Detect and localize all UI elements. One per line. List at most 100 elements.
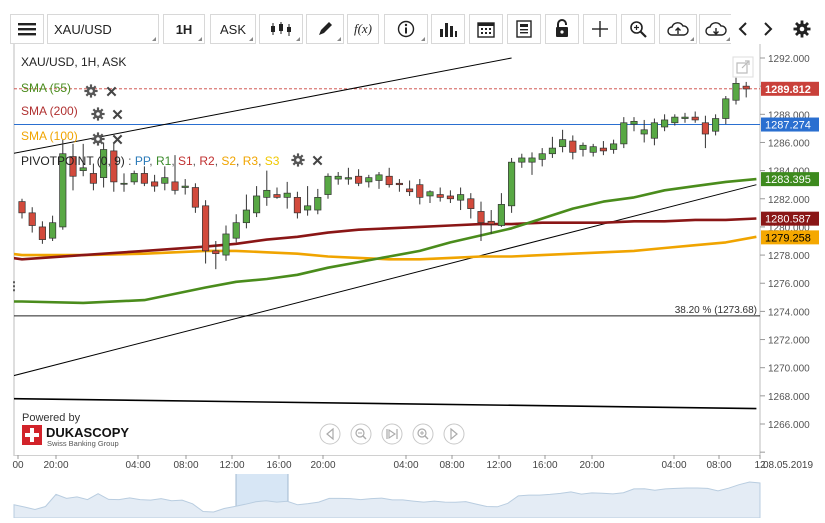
scroll-forward-button[interactable] [443, 423, 465, 445]
price-label-bg [761, 172, 819, 187]
candle [589, 143, 597, 157]
zoom-in-button[interactable] [412, 423, 434, 445]
dropdown-corner-icon [337, 37, 341, 41]
candles-icon [271, 22, 291, 36]
gear-icon[interactable] [291, 153, 305, 167]
triangle-left-icon [326, 427, 334, 441]
y-tick-label: 1282.000 [768, 195, 810, 206]
candle [100, 142, 108, 188]
reset-view-button[interactable] [381, 423, 403, 445]
candle [701, 115, 709, 149]
candle [181, 179, 189, 195]
close-icon[interactable] [312, 155, 323, 166]
trendline[interactable] [12, 397, 757, 410]
bar-chart-icon [440, 23, 457, 37]
y-tick-label: 1272.000 [768, 336, 810, 347]
candle [18, 198, 26, 219]
x-tick-label: 08:00 [173, 460, 198, 471]
zoom-out-button[interactable] [350, 423, 372, 445]
dropdown-corner-icon [249, 37, 253, 41]
candle [304, 186, 312, 216]
chart-type-button[interactable] [259, 14, 303, 44]
fib-label: 38.20 % (1273.68) [675, 305, 757, 316]
settings-button[interactable] [789, 14, 815, 44]
crosshair-button[interactable] [583, 14, 617, 44]
triangle-right-icon [450, 427, 458, 441]
candle-down [38, 226, 46, 240]
candle [140, 166, 148, 187]
x-tick-label: 04:00 [393, 460, 418, 471]
candle [202, 200, 210, 264]
x-tick-label: 20:00 [579, 460, 604, 471]
price-chart[interactable]: ⋮ 1292.0001290.0001288.0001286.0001284.0… [0, 44, 825, 519]
price-label: 1289.812 [761, 81, 819, 96]
news-button[interactable] [507, 14, 541, 44]
gear-icon[interactable] [91, 132, 105, 146]
scroll-right-button[interactable] [756, 14, 780, 44]
maximize-button[interactable] [732, 56, 754, 78]
timeframe-selector[interactable]: 1H [163, 14, 205, 44]
navigator[interactable] [13, 474, 761, 519]
upload-button[interactable] [659, 14, 697, 44]
candle [477, 201, 485, 241]
candle-up [161, 177, 169, 184]
candle [253, 186, 261, 218]
chart-area[interactable]: ⋮ 1292.0001290.0001288.0001286.0001284.0… [0, 44, 825, 519]
menu-button[interactable] [10, 14, 44, 44]
candle [620, 117, 628, 149]
download-button[interactable] [699, 14, 733, 44]
candle-up [589, 146, 597, 153]
candle [650, 118, 658, 146]
gear-icon[interactable] [91, 107, 105, 121]
candle [559, 129, 567, 153]
candle [691, 111, 699, 123]
x-tick-label: 12 [754, 460, 766, 471]
scroll-back-button[interactable] [319, 423, 341, 445]
candle [538, 148, 546, 167]
indicator-sma100-label: SMA (100) [21, 129, 78, 143]
lock-button[interactable] [545, 14, 579, 44]
candle [671, 114, 679, 126]
price-label-text: 1283.395 [765, 174, 811, 186]
brand-tagline: Swiss Banking Group [47, 439, 119, 448]
trendlines[interactable] [12, 57, 757, 410]
price-label-text: 1289.812 [765, 84, 811, 96]
resize-handle-icon[interactable]: ⋮ [8, 279, 20, 293]
candle-up [722, 98, 730, 119]
chart-navigation [319, 423, 465, 445]
candle [89, 163, 97, 191]
drawing-tools-button[interactable] [306, 14, 344, 44]
zoom-button[interactable] [621, 14, 655, 44]
price-side-selector[interactable]: ASK [210, 14, 256, 44]
indicators-button[interactable]: f(x) [347, 14, 379, 44]
trendline[interactable] [12, 184, 757, 377]
candle [712, 114, 720, 136]
price-label: 1283.395 [761, 172, 819, 187]
scroll-left-button[interactable] [731, 14, 755, 44]
expand-icon [736, 60, 750, 74]
candle [263, 170, 271, 206]
candle-up [650, 122, 658, 139]
candle-up [426, 191, 434, 197]
magnifier-icon [630, 21, 647, 38]
close-icon[interactable] [112, 134, 123, 145]
info-button[interactable] [384, 14, 428, 44]
dropdown-corner-icon [296, 37, 300, 41]
volume-button[interactable] [431, 14, 465, 44]
candle [171, 155, 179, 195]
calendar-button[interactable] [469, 14, 503, 44]
candle-up [375, 174, 383, 181]
x-tick-label: 16:00 [266, 460, 291, 471]
candle-down [293, 197, 301, 214]
candle [110, 142, 118, 192]
candle [742, 81, 750, 98]
price-label: 1287.274 [761, 117, 819, 132]
symbol-selector[interactable]: XAU/USD [47, 14, 159, 44]
trendline[interactable] [12, 57, 512, 154]
close-icon[interactable] [112, 109, 123, 120]
candle [242, 194, 250, 229]
candle [640, 119, 648, 143]
candle-down [171, 181, 179, 191]
hamburger-icon [18, 23, 36, 36]
gear-icon[interactable] [84, 84, 98, 98]
